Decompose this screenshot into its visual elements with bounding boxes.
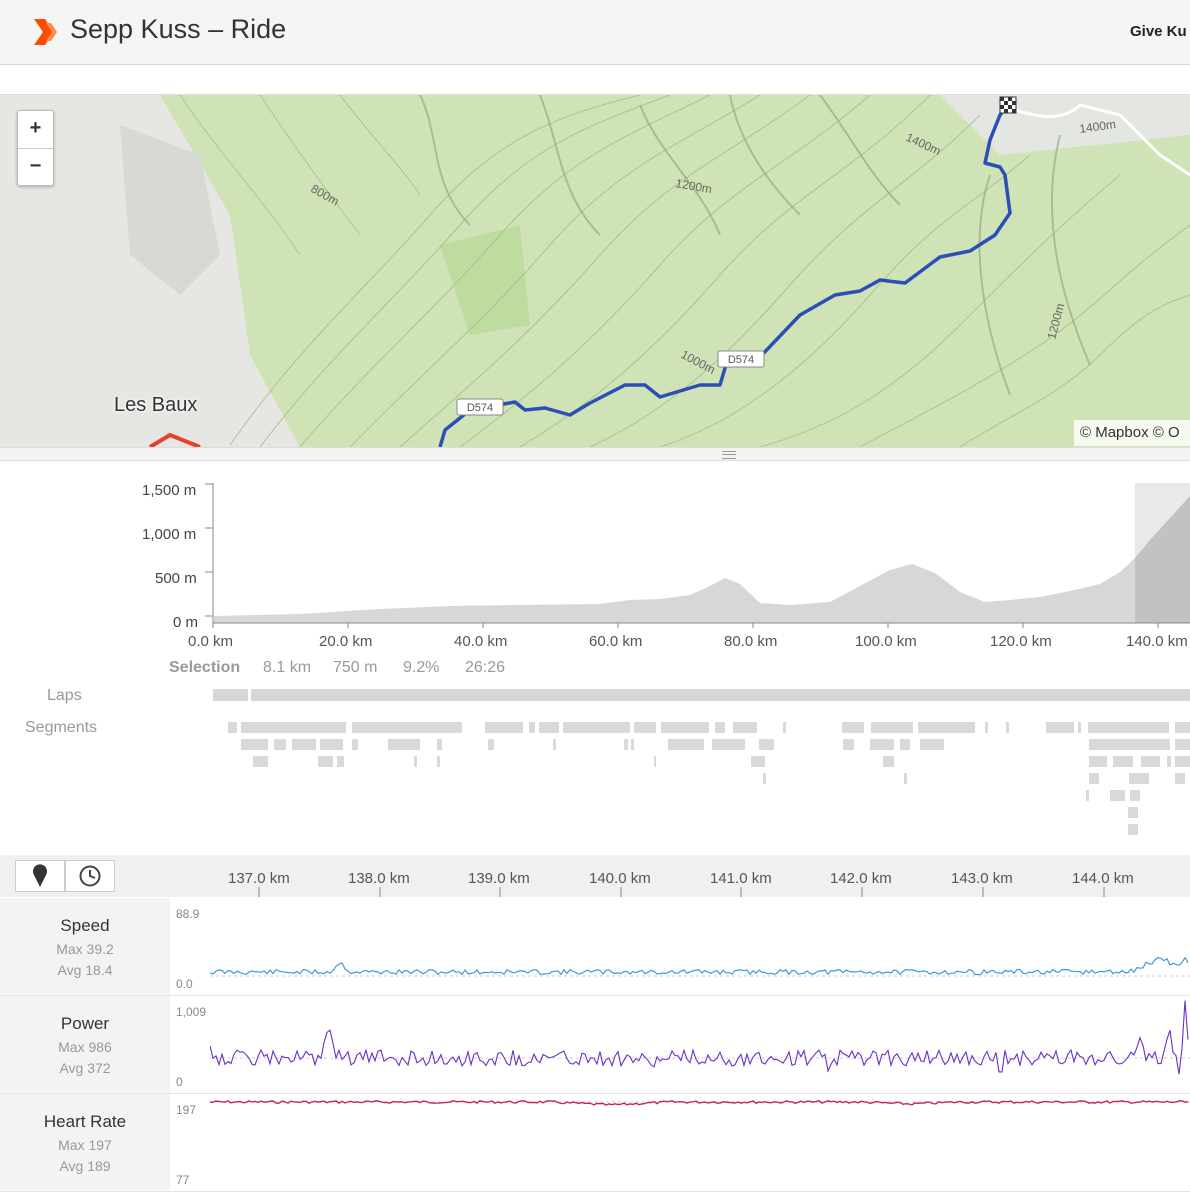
distance-toggle-button[interactable] (15, 860, 65, 892)
stream-label-panel (0, 898, 170, 994)
app-header: Sepp Kuss – Ride Give Ku (0, 0, 1190, 65)
km-tick: 140.0 km (589, 870, 651, 887)
km-tick: 139.0 km (468, 870, 530, 887)
power-chart[interactable] (210, 996, 1190, 1092)
y-tick: 1,500 m (142, 482, 197, 499)
stream-avg: Avg 18.4 (57, 962, 113, 978)
x-tick: 100.0 km (855, 633, 917, 650)
streams-toolbar (0, 855, 1190, 897)
y-tick: 500 m (155, 570, 197, 587)
selection-elevation: 750 m (333, 659, 378, 676)
stream-avg: Avg 189 (59, 1158, 111, 1174)
map-terrain: D574 D574 1400m 1400m 1200m 800m 1200m 1… (0, 95, 1190, 447)
km-tick: 144.0 km (1072, 870, 1134, 887)
x-tick: 0.0 km (188, 633, 234, 650)
elevation-profile[interactable] (0, 478, 1190, 628)
km-tick: 142.0 km (830, 870, 892, 887)
stream-name: Power (60, 1014, 110, 1033)
map-zoom-control: + − (17, 110, 54, 186)
x-tick: 40.0 km (454, 633, 508, 650)
stream-avg: Avg 372 (59, 1060, 111, 1076)
stream-name: Heart Rate (43, 1112, 127, 1131)
divider (0, 94, 1190, 95)
speed-chart[interactable] (210, 898, 1190, 994)
route-map[interactable]: D574 D574 1400m 1400m 1200m 800m 1200m 1… (0, 95, 1190, 447)
y-tick: 1,000 m (142, 526, 197, 543)
heart-rate-chart[interactable] (210, 1094, 1190, 1190)
stream-scale-min: 0 (176, 1075, 183, 1089)
map-pin-icon (33, 864, 48, 887)
selection-time: 26:26 (465, 659, 506, 676)
stream-label-panel (0, 1094, 170, 1190)
page-title: Sepp Kuss – Ride (70, 14, 287, 44)
contour-label: 1200m (674, 176, 713, 196)
x-tick: 20.0 km (319, 633, 373, 650)
stream-scale-min: 0.0 (176, 977, 193, 991)
laps-segments-track[interactable] (0, 688, 1190, 838)
x-tick: 140.0 km (1126, 633, 1188, 650)
strava-logo-icon[interactable] (32, 17, 62, 47)
selection-label: Selection (169, 659, 241, 676)
km-tick: 137.0 km (228, 870, 290, 887)
stream-max: Max 197 (58, 1137, 112, 1153)
road-label: D574 (728, 354, 754, 366)
zoom-in-button[interactable]: + (18, 111, 53, 149)
y-tick: 0 m (173, 614, 199, 631)
lap-bar (251, 689, 1190, 701)
zoom-out-button[interactable]: − (29, 155, 42, 177)
speed-line (210, 956, 1189, 976)
stream-scale-max: 88.9 (176, 907, 200, 921)
divider (0, 995, 1190, 996)
x-tick: 120.0 km (990, 633, 1052, 650)
power-line (210, 1000, 1189, 1075)
time-toggle-button[interactable] (65, 860, 115, 892)
stream-label-panel (0, 996, 170, 1092)
stream-scale-min: 77 (176, 1173, 190, 1187)
x-tick: 80.0 km (724, 633, 778, 650)
laps-label: Laps (47, 687, 82, 704)
clock-icon (79, 865, 101, 887)
divider (0, 1191, 1190, 1192)
stream-scale-max: 1,009 (176, 1005, 207, 1019)
grip-icon (722, 451, 736, 459)
give-kudos-button[interactable]: Give Ku (1130, 23, 1187, 40)
heart-rate-line (210, 1100, 1189, 1106)
stream-max: Max 986 (58, 1039, 112, 1055)
km-tick: 138.0 km (348, 870, 410, 887)
road-label: D574 (467, 402, 493, 414)
km-tick: 143.0 km (951, 870, 1013, 887)
km-tick: 141.0 km (710, 870, 772, 887)
map-resize-handle[interactable] (0, 447, 1190, 461)
lap-bar (213, 689, 248, 701)
town-label: Les Baux (114, 394, 198, 416)
selection-distance: 8.1 km (263, 659, 312, 676)
selection-grade: 9.2% (403, 659, 440, 676)
stream-scale-max: 197 (176, 1103, 197, 1117)
stream-name: Speed (60, 916, 110, 935)
contour-label: 1400m (1078, 117, 1116, 136)
stream-max: Max 39.2 (56, 941, 114, 957)
segments-label: Segments (25, 719, 98, 736)
x-tick: 60.0 km (589, 633, 643, 650)
divider (0, 1093, 1190, 1094)
map-attribution[interactable]: © Mapbox © O (1074, 420, 1190, 446)
